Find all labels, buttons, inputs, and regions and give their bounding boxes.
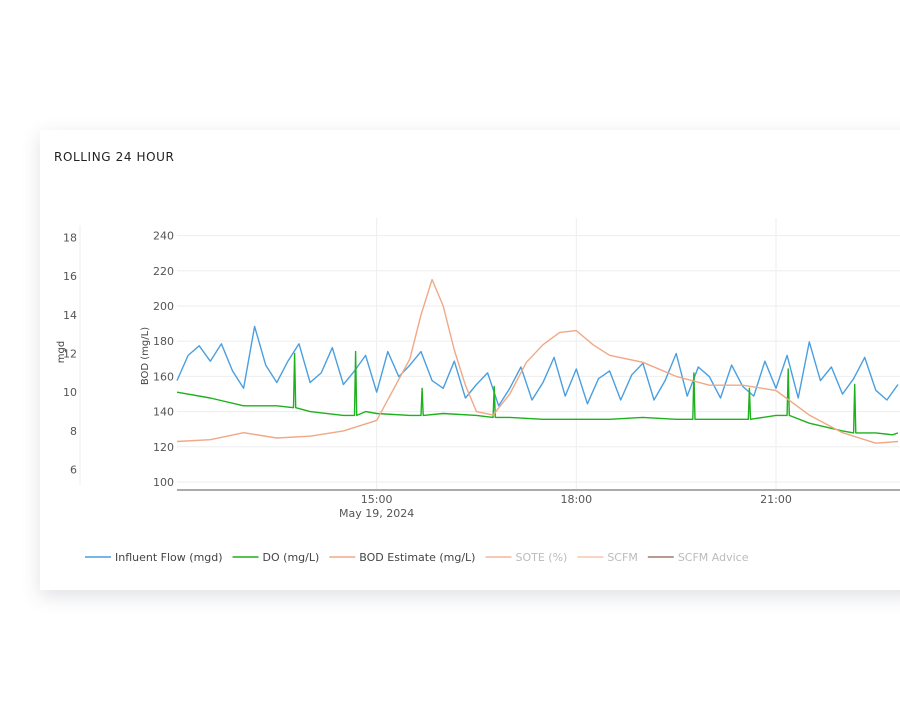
series-line-2[interactable] [176, 278, 899, 444]
legend-layer: Influent Flow (mgd) DO (mg/L) BOD Estimate… [85, 551, 749, 564]
x-tick-label: 21:00 [760, 493, 792, 506]
y-right-tick-label: 180 [153, 335, 174, 348]
series-layer [176, 278, 899, 444]
y-left-tick-label: 8 [70, 425, 77, 438]
legend-label: SCFM [607, 551, 637, 564]
y-left-tick-label: 16 [63, 270, 77, 283]
y-right-tick-label: 120 [153, 441, 174, 454]
legend-label: Influent Flow (mgd) [115, 551, 223, 564]
legend-item-4[interactable]: SCFM [577, 551, 638, 564]
y-left-tick-label: 18 [63, 231, 77, 244]
y-left-axis-title: mgd [56, 341, 67, 363]
legend-item-2[interactable]: BOD Estimate (mg/L) [329, 551, 475, 564]
y-left-tick-label: 12 [63, 348, 77, 361]
x-tick-label: 18:00 [560, 493, 592, 506]
legend-label: SOTE (%) [515, 551, 567, 564]
legend-label: DO (mg/L) [263, 551, 320, 564]
chart-card: ROLLING 24 HOUR [40, 130, 900, 590]
x-tick-label: 15:00 [361, 493, 393, 506]
y-right-tick-label: 100 [153, 476, 174, 489]
y-left-tick-label: 6 [70, 464, 77, 477]
y-right-tick-label: 240 [153, 230, 174, 243]
card-title: ROLLING 24 HOUR [54, 150, 175, 164]
legend-label: SCFM Advice [678, 551, 749, 564]
y-left-tick-label: 10 [63, 386, 77, 399]
legend-item-0[interactable]: Influent Flow (mgd) [85, 551, 223, 564]
legend-label: BOD Estimate (mg/L) [359, 551, 475, 564]
y-left-tick-label: 14 [63, 309, 77, 322]
legend-item-1[interactable]: DO (mg/L) [232, 551, 320, 564]
x-tick-sublabel: May 19, 2024 [339, 507, 414, 520]
series-line-0[interactable] [176, 325, 899, 407]
y-right-tick-label: 140 [153, 406, 174, 419]
legend-item-5[interactable]: SCFM Advice [647, 551, 749, 564]
series-line-1[interactable] [176, 350, 899, 436]
grid-layer [177, 218, 900, 489]
y-right-tick-label: 200 [153, 300, 174, 313]
y-right-tick-label: 220 [153, 265, 174, 278]
legend-item-3[interactable]: SOTE (%) [485, 551, 567, 564]
y-right-tick-label: 160 [153, 370, 174, 383]
y-right-axis-title: BOD (mg/L) [140, 327, 151, 385]
axis-layer: 6 8 10 12 14 16 18 100 120 140 160 180 200 220 240 mgd B… [56, 225, 900, 520]
